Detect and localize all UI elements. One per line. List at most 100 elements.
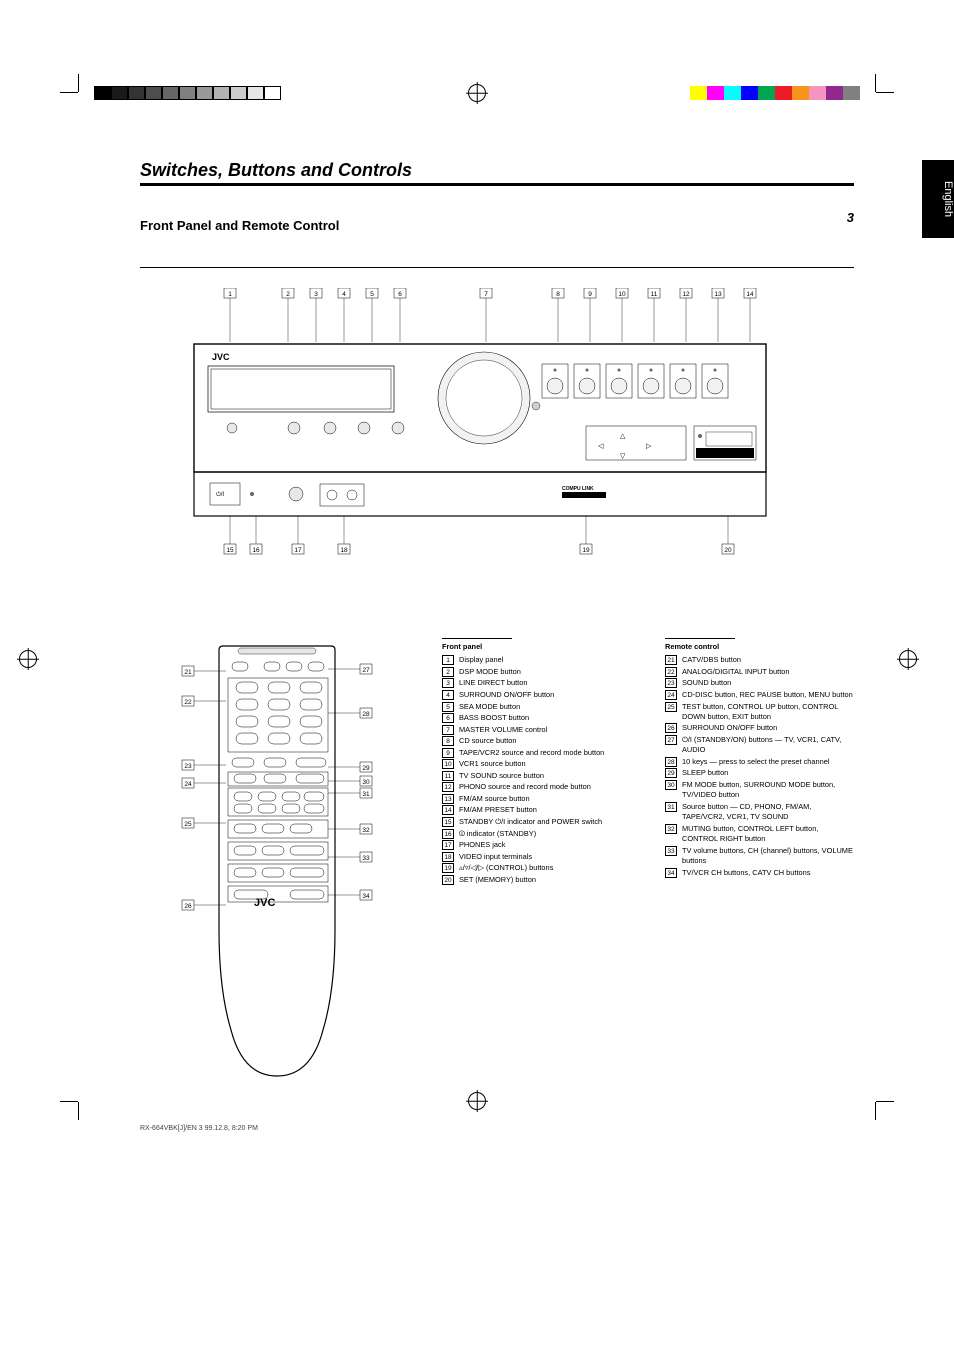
svg-text:JVC: JVC bbox=[254, 897, 275, 909]
legend-text: ⏻/I (STANDBY/ON) buttons — TV, VCR1, CAT… bbox=[682, 735, 854, 756]
legend-number: 27 bbox=[665, 735, 677, 745]
svg-text:△: △ bbox=[620, 433, 626, 440]
svg-text:4: 4 bbox=[342, 291, 346, 298]
legend-number: 28 bbox=[665, 757, 677, 767]
legend-number: 20 bbox=[442, 875, 454, 885]
svg-text:5: 5 bbox=[370, 291, 374, 298]
legend-number: 5 bbox=[442, 702, 454, 712]
svg-text:11: 11 bbox=[651, 291, 658, 298]
page-title: Switches, Buttons and Controls bbox=[140, 160, 854, 181]
legend-number: 4 bbox=[442, 690, 454, 700]
legend-number: 24 bbox=[665, 690, 677, 700]
svg-text:1: 1 bbox=[228, 291, 232, 298]
legend-number: 7 bbox=[442, 725, 454, 735]
svg-text:19: 19 bbox=[582, 547, 590, 554]
legend-text: SURROUND ON/OFF button bbox=[682, 723, 854, 733]
svg-text:27: 27 bbox=[362, 667, 370, 674]
legend-text: Source button — CD, PHONO, FM/AM, TAPE/V… bbox=[682, 802, 854, 823]
svg-text:24: 24 bbox=[184, 781, 192, 788]
legend-text: TEST button, CONTROL UP button, CONTROL … bbox=[682, 702, 854, 723]
svg-text:26: 26 bbox=[184, 903, 192, 910]
legend-number: 19 bbox=[442, 863, 454, 873]
svg-text:▽: ▽ bbox=[620, 453, 626, 460]
legend-text: PHONES jack bbox=[459, 840, 631, 850]
legend-text: ANALOG/DIGITAL INPUT button bbox=[682, 667, 854, 677]
legend-number: 2 bbox=[442, 667, 454, 677]
divider bbox=[140, 267, 854, 268]
svg-text:33: 33 bbox=[362, 855, 370, 862]
legend-number: 34 bbox=[665, 868, 677, 878]
legend-text: MUTING button, CONTROL LEFT button, CONT… bbox=[682, 824, 854, 845]
legend-text: SEA MODE button bbox=[459, 702, 631, 712]
svg-text:9: 9 bbox=[588, 291, 592, 298]
front-panel-legend: Front panel 1Display panel2DSP MODE butt… bbox=[442, 638, 631, 887]
legend-number: 16 bbox=[442, 829, 454, 839]
legend-text: TV SOUND source button bbox=[459, 771, 631, 781]
legend-number: 1 bbox=[442, 655, 454, 665]
svg-text:7: 7 bbox=[484, 291, 488, 298]
legend-text: CD source button bbox=[459, 736, 631, 746]
legend-number: 30 bbox=[665, 780, 677, 790]
svg-text:20: 20 bbox=[724, 547, 732, 554]
svg-text:31: 31 bbox=[362, 791, 370, 798]
legend-number: 14 bbox=[442, 805, 454, 815]
svg-text:28: 28 bbox=[362, 711, 370, 718]
legend-number: 11 bbox=[442, 771, 454, 781]
svg-text:13: 13 bbox=[714, 291, 722, 298]
svg-text:⏻/I: ⏻/I bbox=[216, 491, 224, 498]
legend-text: TAPE/VCR2 source and record mode button bbox=[459, 748, 631, 758]
legend-number: 23 bbox=[665, 678, 677, 688]
legend-number: 15 bbox=[442, 817, 454, 827]
legend-text: PHONO source and record mode button bbox=[459, 782, 631, 792]
svg-text:14: 14 bbox=[746, 291, 754, 298]
legend-text: ⏼ indicator (STANDBY) bbox=[459, 829, 631, 839]
page-number: 3 bbox=[847, 210, 854, 225]
legend-text: MASTER VOLUME control bbox=[459, 725, 631, 735]
legend-text: SOUND button bbox=[682, 678, 854, 688]
legend-text: LINE DIRECT button bbox=[459, 678, 631, 688]
legend-number: 33 bbox=[665, 846, 677, 856]
legend-number: 31 bbox=[665, 802, 677, 812]
svg-text:▷: ▷ bbox=[646, 443, 652, 450]
legend-number: 6 bbox=[442, 713, 454, 723]
legend-text: SLEEP button bbox=[682, 768, 854, 778]
legend-text: TV/VCR CH buttons, CATV CH buttons bbox=[682, 868, 854, 878]
legend-text: CD-DISC button, REC PAUSE button, MENU b… bbox=[682, 690, 854, 700]
svg-text:30: 30 bbox=[362, 779, 370, 786]
divider bbox=[140, 183, 854, 186]
svg-text:22: 22 bbox=[184, 699, 192, 706]
svg-text:6: 6 bbox=[398, 291, 402, 298]
legend-text: VCR1 source button bbox=[459, 759, 631, 769]
brand-logo: JVC bbox=[212, 352, 230, 362]
legend-text: CATV/DBS button bbox=[682, 655, 854, 665]
svg-text:21: 21 bbox=[184, 669, 192, 676]
svg-text:COMPU LINK: COMPU LINK bbox=[562, 486, 594, 492]
remote-legend: Remote control 21CATV/DBS button22ANALOG… bbox=[665, 638, 854, 887]
print-footer: RX-664VBK[J]/EN 3 99.12.8, 8:20 PM bbox=[140, 1125, 258, 1132]
legend-text: Display panel bbox=[459, 655, 631, 665]
legend-number: 25 bbox=[665, 702, 677, 712]
legend-text: 10 keys — press to select the preset cha… bbox=[682, 757, 854, 767]
legend-text: VIDEO input terminals bbox=[459, 852, 631, 862]
legend-number: 3 bbox=[442, 678, 454, 688]
legend-number: 32 bbox=[665, 824, 677, 834]
svg-text:10: 10 bbox=[618, 291, 626, 298]
legend-text: FM/AM source button bbox=[459, 794, 631, 804]
svg-text:2: 2 bbox=[286, 291, 290, 298]
svg-text:◁: ◁ bbox=[598, 443, 604, 450]
svg-text:3: 3 bbox=[314, 291, 318, 298]
remote-diagram: JVC 2728293031323334 212223242526 bbox=[168, 638, 398, 1098]
legend-number: 13 bbox=[442, 794, 454, 804]
svg-text:29: 29 bbox=[362, 765, 370, 772]
svg-text:25: 25 bbox=[184, 821, 192, 828]
legend-number: 29 bbox=[665, 768, 677, 778]
svg-text:34: 34 bbox=[362, 893, 370, 900]
svg-text:12: 12 bbox=[682, 291, 690, 298]
legend-number: 8 bbox=[442, 736, 454, 746]
svg-text:8: 8 bbox=[556, 291, 560, 298]
legend-text: BASS BOOST button bbox=[459, 713, 631, 723]
legend-text: ▵/▿/◁/▷ (CONTROL) buttons bbox=[459, 863, 631, 873]
legend-text: FM/AM PRESET button bbox=[459, 805, 631, 815]
legend-text: TV volume buttons, CH (channel) buttons,… bbox=[682, 846, 854, 867]
svg-text:17: 17 bbox=[294, 547, 302, 554]
